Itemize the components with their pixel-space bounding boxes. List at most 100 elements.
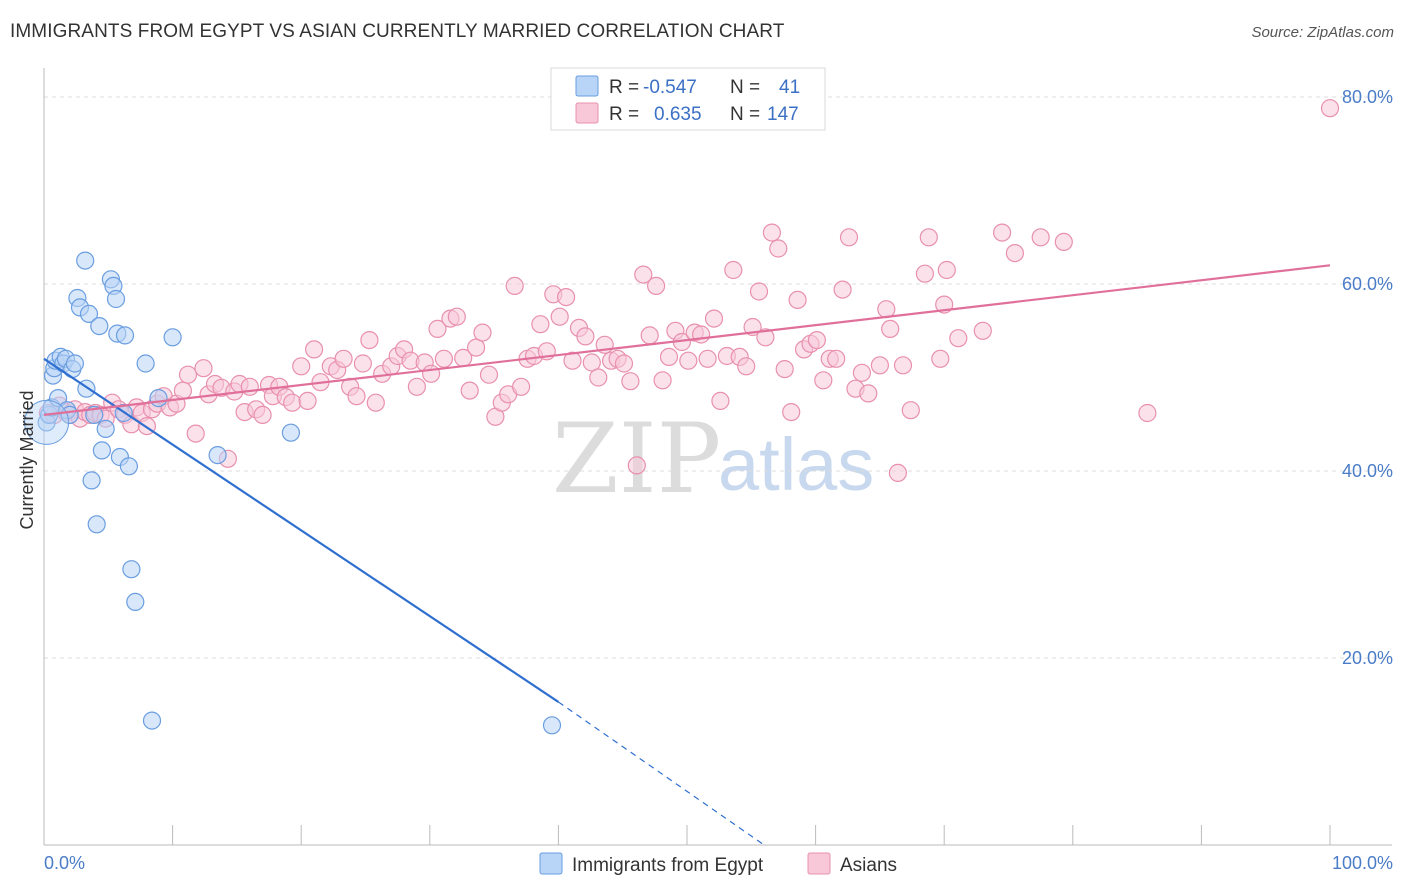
legend-n-value-egypt: 41 [779,77,800,98]
asian-point [298,391,317,410]
asian-point [186,424,205,443]
asian-point [283,393,302,412]
asian-point [724,260,743,280]
asian-point [621,372,640,391]
y-tick-label: 20.0% [1342,648,1393,668]
asian-point [833,280,852,299]
watermark-atlas: atlas [718,423,874,506]
egypt-point [82,471,101,490]
egypt-point [163,328,182,347]
legend-r-value-egypt: -0.547 [643,77,697,98]
asian-point [467,338,486,357]
asian-point [807,331,827,350]
asian-point [447,307,466,326]
asian-point [870,356,890,375]
asian-point [360,331,379,350]
asian-point [550,307,569,326]
asian-point [973,321,992,340]
legend: R = -0.547 N = 41 R = 0.635 N = 147 [550,67,826,131]
asian-point [691,325,711,344]
asian-point [627,456,646,475]
asian-point [1005,244,1025,263]
asian-point [531,315,550,334]
egypt-point [115,326,135,345]
egypt-point [126,592,145,612]
asian-point [634,265,653,284]
asian-point [194,359,213,378]
asian-point [556,288,576,307]
chart-source: Source: ZipAtlas.com [1251,24,1394,41]
asian-point [788,290,807,309]
asian-point [859,384,878,403]
egypt-point [119,457,138,476]
asian-point [292,357,311,376]
asian-point [937,260,956,280]
asian-point [511,377,531,396]
asian-point [852,363,872,382]
asian-point [888,463,908,482]
legend-r-label-egypt: R = [609,77,639,98]
egypt-point [281,423,300,442]
legend-n-label-asian: N = [730,104,760,125]
asian-point [178,365,198,384]
legend-n-value-asian: 147 [767,104,799,125]
x-tick-label: 100.0% [1332,853,1393,873]
asian-point [992,223,1012,242]
asian-point [353,354,372,373]
asian-point [931,349,950,368]
asian-point [901,401,920,420]
asian-point [704,309,724,328]
asian-point [659,347,679,366]
asian-trend-line [43,264,1331,416]
asian-point [253,405,272,424]
asian-point [460,381,479,400]
legend-swatch-asian [575,102,599,124]
x-tick-label: 0.0% [44,853,85,873]
egypt-point [76,251,95,270]
asian-point [653,371,672,390]
asian-point [576,327,595,346]
egypt-point [90,317,109,336]
egypt-point [149,389,168,408]
egypt-point [122,560,141,579]
bottom-legend: Immigrants from Egypt Asians [539,852,897,876]
asian-point [756,328,775,347]
bottom-legend-swatch-egypt [539,852,563,875]
y-tick-label: 80.0% [1342,87,1393,107]
egypt-point [106,289,126,309]
asian-point [366,393,385,412]
egypt-point [136,354,155,373]
asian-point [919,228,938,247]
asian-point [698,349,717,368]
asian-point [479,365,499,384]
asian-point [782,403,801,422]
y-tick-label: 40.0% [1342,461,1393,481]
egypt-point [79,304,99,323]
legend-r-value-asian: 0.635 [654,104,702,125]
asian-point [711,391,730,410]
y-tick-label: 60.0% [1342,274,1393,294]
asian-point [407,377,426,396]
asian-point [827,349,846,368]
asian-point [839,228,859,247]
egypt-point [542,716,562,735]
asian-point [949,329,968,348]
egypt-point [142,711,162,730]
asian-point [347,387,366,406]
bottom-legend-swatch-asian [807,852,831,875]
asian-point [614,354,634,373]
asian-point [915,264,935,283]
grid [44,96,1392,659]
asian-point [775,360,794,379]
asian-point [646,276,666,295]
data-points [24,99,1340,735]
asian-point [1320,99,1340,118]
axes [43,68,1392,846]
asian-point [1138,403,1157,423]
y-axis-label: Currently Married [17,390,37,529]
asian-point [582,353,601,372]
asian-point [881,319,900,338]
legend-n-label-egypt: N = [730,77,760,98]
asian-point [473,323,492,342]
asian-point [422,364,441,383]
